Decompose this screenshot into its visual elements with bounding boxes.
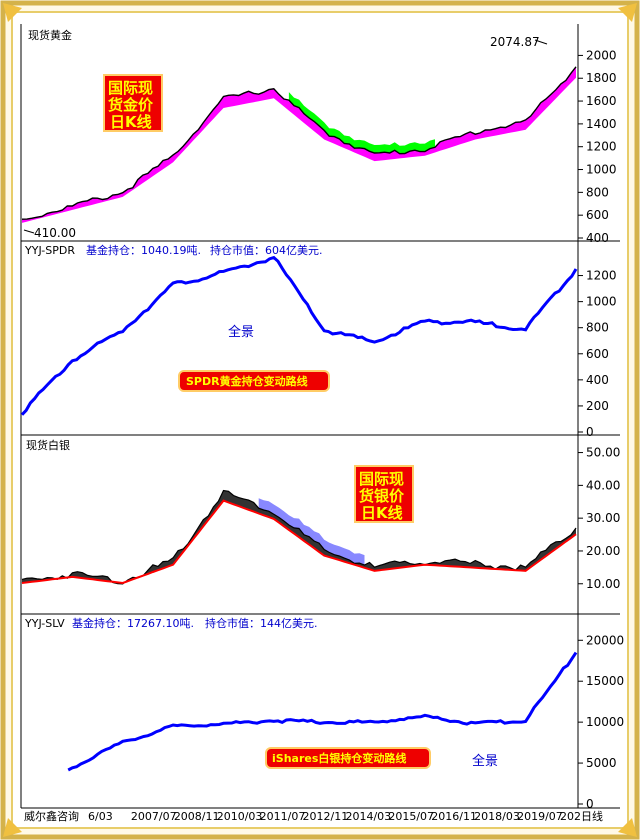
date-label: 2007/07 bbox=[131, 810, 177, 823]
slv-info-name: YYJ-SLV bbox=[24, 617, 65, 630]
gold-price-series bbox=[21, 66, 577, 220]
silver-tick-label: 10.00 bbox=[586, 577, 620, 591]
gold-badge-box bbox=[103, 74, 163, 132]
silver-moving-average bbox=[21, 499, 577, 585]
slv-tick-label: 20000 bbox=[586, 633, 624, 647]
gold-tick-label: 2000 bbox=[586, 48, 617, 62]
slv-tick-label: 5000 bbox=[586, 756, 617, 770]
spdr-tick-label: 0 bbox=[586, 425, 594, 439]
date-axis: 威尔鑫咨询 6/03 2007/072008/112010/032011/0720… bbox=[24, 809, 603, 823]
slv-info-value: 持仓市值：144亿美元. bbox=[205, 616, 318, 630]
silver-badge-line-3: 日K线 bbox=[361, 504, 403, 522]
spdr-holdings-panel: YYJ-SPDR 基金持仓：1040.19吨. 持仓市值：604亿美元. 全景 … bbox=[20, 243, 617, 439]
gold-low-pointer bbox=[23, 229, 35, 234]
gold-tick-label: 1600 bbox=[586, 94, 617, 108]
date-label: 2016/11 bbox=[431, 810, 477, 823]
date-axis-source: 威尔鑫咨询 bbox=[24, 809, 79, 823]
spdr-tick-label: 1200 bbox=[586, 269, 617, 283]
slv-holdings-series bbox=[67, 651, 578, 772]
silver-y-axis: 50.00 40.00 30.00 20.00 10.00 bbox=[578, 446, 620, 591]
spdr-info-name: YYJ-SPDR bbox=[24, 244, 75, 257]
silver-tick-label: 40.00 bbox=[586, 478, 620, 492]
gold-tick-label: 1000 bbox=[586, 163, 617, 177]
spdr-holdings-series bbox=[20, 255, 578, 416]
silver-price-panel: 现货白银 50.00 40.00 30.00 20.00 10.00 国际现 货银价 日… bbox=[21, 438, 620, 591]
gold-price-panel: 现货黄金 2074.87 410.00 2000 1800 1600 1400 1200… bbox=[21, 28, 617, 245]
gold-panel-title: 现货黄金 bbox=[28, 28, 72, 42]
slv-overview-label: 全景 bbox=[472, 753, 498, 769]
silver-tick-label: 20.00 bbox=[586, 544, 620, 558]
slv-banner: iShares白银持仓变动路线 bbox=[265, 747, 431, 769]
spdr-tick-label: 800 bbox=[586, 321, 609, 335]
date-axis-period: 日线 bbox=[581, 809, 603, 823]
slv-tick-label: 10000 bbox=[586, 715, 624, 729]
spdr-tick-label: 400 bbox=[586, 373, 609, 387]
date-label: 2011/07 bbox=[260, 810, 306, 823]
corner-ornament-tr bbox=[618, 3, 637, 22]
gold-tick-label: 800 bbox=[586, 185, 609, 199]
spdr-tick-label: 200 bbox=[586, 399, 609, 413]
date-label: 2008/11 bbox=[174, 810, 220, 823]
date-label: 2019/07 bbox=[517, 810, 563, 823]
gold-high-pointer bbox=[534, 39, 548, 45]
date-label: 2018/03 bbox=[474, 810, 520, 823]
date-label: 2010/03 bbox=[217, 810, 263, 823]
date-label: 202 bbox=[560, 810, 581, 823]
silver-badge-line-2: 货银价 bbox=[359, 487, 405, 505]
spdr-banner-box bbox=[178, 370, 330, 392]
gold-tick-label: 600 bbox=[586, 208, 609, 222]
gold-badge: 国际现 货金价 日K线 bbox=[103, 74, 163, 132]
slv-banner-box bbox=[265, 747, 431, 769]
spdr-y-axis: 1200 1000 800 600 400 200 0 bbox=[578, 269, 617, 439]
gold-y-axis: 2000 1800 1600 1400 1200 1000 800 600 400 bbox=[578, 48, 617, 245]
silver-badge: 国际现 货银价 日K线 bbox=[354, 465, 414, 523]
date-label: 6/03 bbox=[88, 810, 113, 823]
silver-badge-line-1: 国际现 bbox=[359, 470, 404, 488]
gold-badge-line-2: 货金价 bbox=[108, 96, 154, 114]
spdr-info-value: 持仓市值：604亿美元. bbox=[210, 243, 323, 257]
spdr-tick-label: 1000 bbox=[586, 295, 617, 309]
corner-ornament-bl bbox=[3, 818, 22, 837]
gold-badge-line-1: 国际现 bbox=[108, 79, 153, 97]
silver-tick-label: 50.00 bbox=[586, 446, 620, 460]
inner-frame bbox=[11, 11, 629, 829]
silver-badge-box bbox=[354, 465, 414, 523]
corner-ornament-tl bbox=[3, 3, 22, 22]
slv-info-holding: 基金持仓：17267.10吨. bbox=[72, 616, 194, 630]
date-label: 2014/03 bbox=[345, 810, 391, 823]
gold-tick-label: 1200 bbox=[586, 140, 617, 154]
gold-tick-label: 1800 bbox=[586, 71, 617, 85]
slv-banner-text: iShares白银持仓变动路线 bbox=[272, 751, 406, 765]
gold-down-band bbox=[288, 92, 435, 154]
gold-low-label: 410.00 bbox=[34, 226, 76, 240]
spdr-info-holding: 基金持仓：1040.19吨. bbox=[86, 243, 201, 257]
slv-y-axis: 20000 15000 10000 5000 0 bbox=[578, 633, 624, 811]
date-label: 2012/11 bbox=[303, 810, 349, 823]
date-labels: 6/03 2007/072008/112010/032011/072012/112… bbox=[88, 810, 581, 823]
spdr-overview-label: 全景 bbox=[228, 324, 254, 340]
spdr-tick-label: 600 bbox=[586, 347, 609, 361]
silver-tick-label: 30.00 bbox=[586, 511, 620, 525]
gold-up-band bbox=[22, 66, 576, 223]
silver-panel-title: 现货白银 bbox=[26, 438, 70, 452]
slv-tick-label: 15000 bbox=[586, 674, 624, 688]
gold-tick-label: 400 bbox=[586, 231, 609, 245]
silver-down-band bbox=[258, 498, 365, 565]
date-label: 2015/07 bbox=[388, 810, 434, 823]
gold-badge-line-3: 日K线 bbox=[110, 113, 152, 131]
spdr-banner-text: SPDR黄金持仓变动路线 bbox=[186, 374, 308, 388]
slv-holdings-panel: YYJ-SLV 基金持仓：17267.10吨. 持仓市值：144亿美元. iSh… bbox=[24, 616, 624, 811]
gold-high-label: 2074.87 bbox=[490, 35, 540, 49]
gold-tick-label: 1400 bbox=[586, 117, 617, 131]
slv-tick-label: 0 bbox=[586, 797, 594, 811]
corner-ornament-br bbox=[618, 818, 637, 837]
spdr-banner: SPDR黄金持仓变动路线 bbox=[178, 370, 330, 392]
